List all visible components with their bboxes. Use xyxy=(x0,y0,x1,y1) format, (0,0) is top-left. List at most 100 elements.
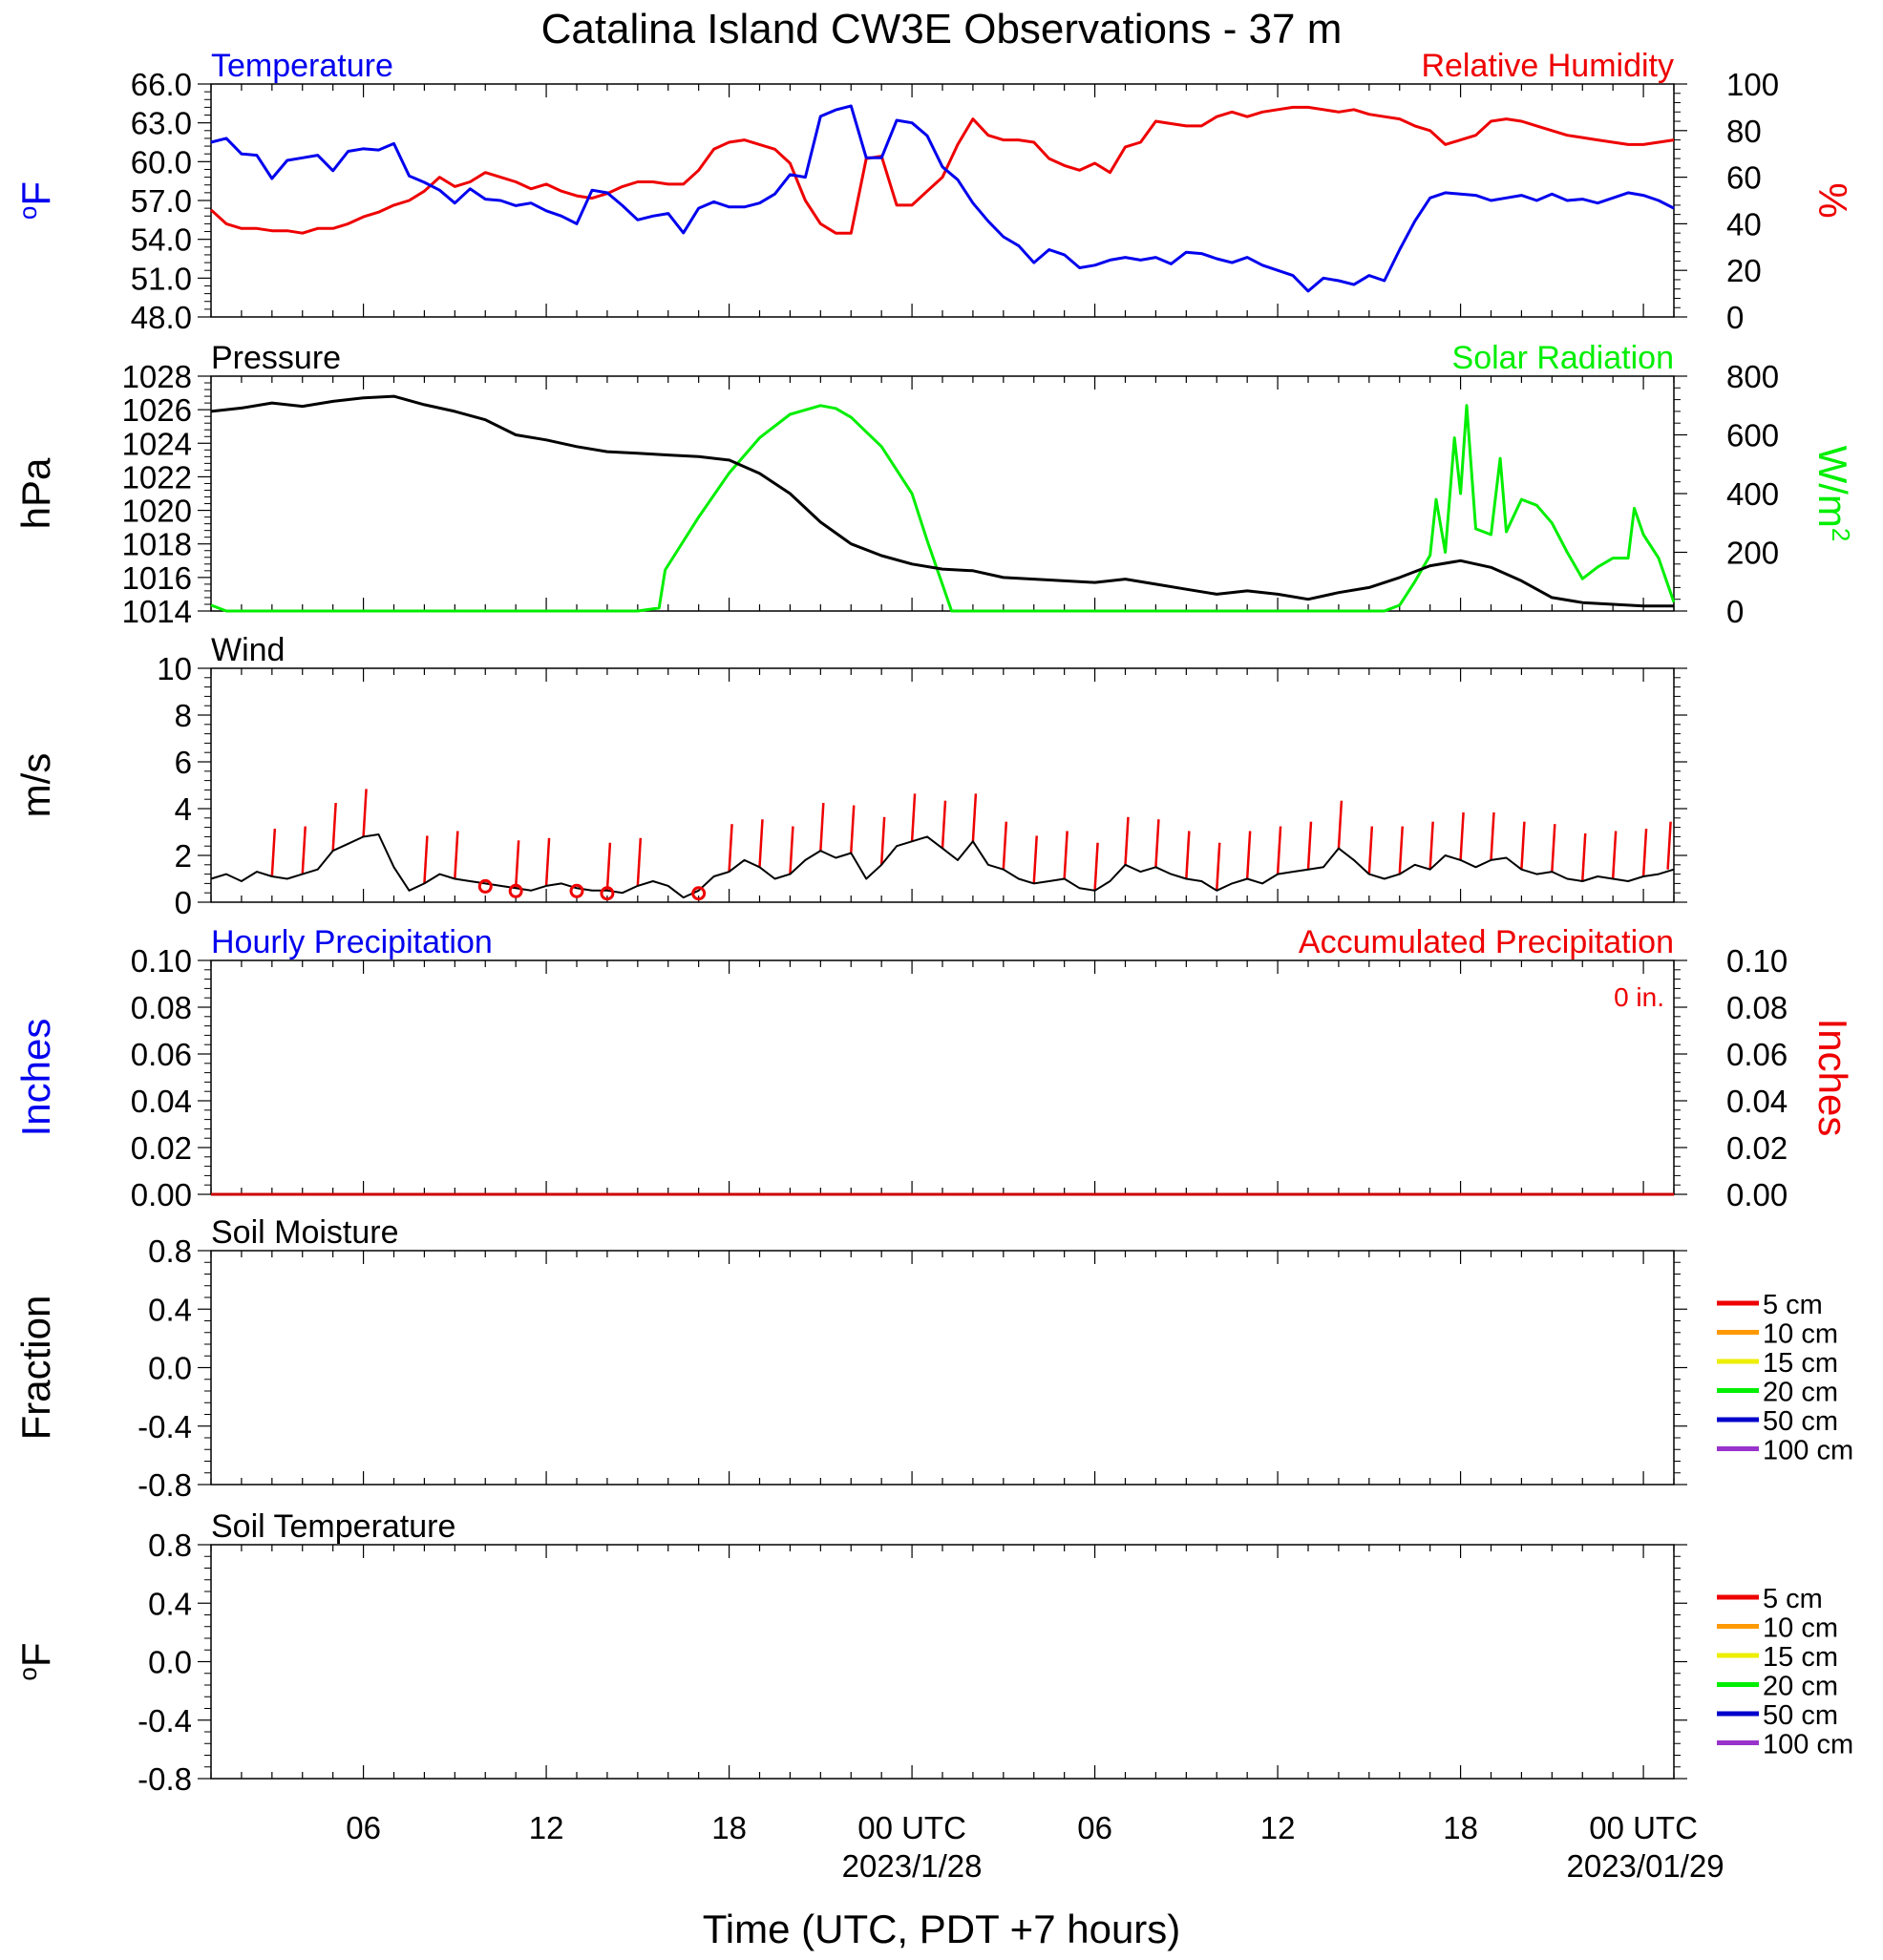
wind-barb xyxy=(1367,826,1374,875)
right-tick-label: 600 xyxy=(1726,418,1779,453)
plot-frame xyxy=(210,1544,1675,1780)
left-tick-label: 66.0 xyxy=(131,67,192,102)
panel-left-title: Pressure xyxy=(211,340,341,376)
wind-barb xyxy=(1063,831,1068,879)
x-date-label: 2023/1/28 xyxy=(842,1848,983,1884)
wind-barb xyxy=(789,826,794,875)
x-tick-label: 18 xyxy=(1443,1810,1478,1845)
left-tick-label: 1024 xyxy=(122,426,192,461)
right-tick-label: 200 xyxy=(1726,536,1779,571)
wind-barb xyxy=(910,793,917,842)
right-axis-label: W/m2 xyxy=(1810,446,1855,542)
right-tick-label: 0 xyxy=(1726,594,1744,629)
x-tick-label: 12 xyxy=(529,1810,564,1845)
panel-temp_rh: 66.0 63.060.0 57.054.051.0 48.0 100 80 60 40 20 0… xyxy=(13,48,1855,335)
label-superscript: o xyxy=(13,1667,42,1680)
right-tick-label: 0.08 xyxy=(1726,990,1788,1025)
wind-barb xyxy=(1154,819,1160,868)
panel-right-title: Solar Radiation xyxy=(1452,340,1674,376)
x-tick-label: 00 UTC xyxy=(1589,1810,1698,1845)
left-tick-label: 4 xyxy=(175,791,192,827)
left-axis-label: Fraction xyxy=(13,1296,58,1441)
solar-radiation-line xyxy=(210,404,1676,613)
chart-title: Catalina Island CW3E Observations - 37 m xyxy=(541,6,1343,53)
calm-wind-marker xyxy=(691,886,707,901)
wind-barb xyxy=(728,824,733,873)
wind-barb xyxy=(1216,842,1221,891)
wind-barb xyxy=(1428,821,1434,870)
label-base: Inches xyxy=(1810,1019,1855,1137)
wind-barb xyxy=(1490,811,1495,860)
left-tick-label: 63.0 xyxy=(131,106,192,141)
wind-barb xyxy=(454,831,459,879)
label-base: W/m xyxy=(1810,446,1855,528)
left-tick-label: 0.8 xyxy=(148,1528,192,1563)
wind-barb xyxy=(1093,842,1099,891)
legend-label: 15 cm xyxy=(1763,1642,1838,1673)
left-tick-label: 1022 xyxy=(122,459,192,495)
label-base: % xyxy=(1810,182,1855,218)
left-tick-label: 54.0 xyxy=(131,222,192,258)
legend-label: 15 cm xyxy=(1763,1348,1838,1379)
panels: 66.063.060.057.054.051.048.0100806040200… xyxy=(13,48,1855,1797)
legend-label: 10 cm xyxy=(1763,1319,1838,1350)
right-tick-label: 80 xyxy=(1726,114,1762,149)
left-tick-label: 57.0 xyxy=(131,183,192,219)
wind-barb xyxy=(1337,800,1343,849)
right-tick-label: 40 xyxy=(1726,206,1762,242)
label-superscript: 2 xyxy=(1827,528,1855,541)
left-tick-label: 0.10 xyxy=(131,943,192,979)
right-tick-label: 0.06 xyxy=(1726,1037,1788,1072)
calm-wind-marker xyxy=(477,878,493,894)
wind-barb xyxy=(1306,821,1313,870)
legend-label: 5 cm xyxy=(1763,1584,1823,1614)
left-tick-label: 10 xyxy=(157,651,192,686)
left-tick-label: 0.04 xyxy=(131,1084,192,1119)
legend-label: 10 cm xyxy=(1763,1613,1838,1644)
left-tick-label: 0.00 xyxy=(131,1177,192,1212)
left-tick-label: -0.8 xyxy=(138,1761,192,1797)
wind-barb xyxy=(301,826,307,875)
wind-barb xyxy=(1459,811,1465,860)
left-tick-label: -0.4 xyxy=(138,1703,192,1739)
left-tick-label: -0.4 xyxy=(138,1409,192,1444)
precip-total-annotation: 0 in. xyxy=(1614,982,1664,1012)
plot-frame xyxy=(210,667,1675,903)
right-tick-label: 0.10 xyxy=(1726,943,1788,979)
panel-left-title: Soil Temperature xyxy=(211,1508,455,1545)
calm-wind-marker xyxy=(508,883,523,898)
wind-barb xyxy=(514,840,520,889)
pressure-line xyxy=(210,394,1674,608)
left-tick-label: 0.4 xyxy=(148,1292,192,1327)
wind-barb xyxy=(1398,826,1404,875)
wind-barb xyxy=(1276,826,1282,875)
left-tick-label: 0.4 xyxy=(148,1586,192,1621)
left-tick-label: 6 xyxy=(175,745,192,780)
calm-wind-marker xyxy=(600,886,615,901)
x-axis-label: Time (UTC, PDT +7 hours) xyxy=(703,1907,1181,1951)
right-tick-label: 0.02 xyxy=(1726,1130,1788,1166)
x-tick-label: 18 xyxy=(711,1810,747,1845)
legend-label: 20 cm xyxy=(1763,1672,1838,1702)
right-tick-label: 100 xyxy=(1726,67,1779,102)
wind-barb xyxy=(1666,821,1672,870)
panel-right-title: Relative Humidity xyxy=(1421,48,1674,84)
right-axis-label: % xyxy=(1810,182,1855,218)
label-base: F xyxy=(13,181,58,206)
x-tick-label: 06 xyxy=(1077,1810,1112,1845)
x-date-label: 2023/01/29 xyxy=(1566,1848,1724,1884)
panel-left-title: Hourly Precipitation xyxy=(211,924,493,960)
left-tick-label: 1018 xyxy=(122,527,192,562)
wind-barb xyxy=(636,837,643,886)
x-tick-label: 12 xyxy=(1260,1810,1296,1845)
right-tick-label: 0 xyxy=(1726,300,1744,335)
right-tick-label: 20 xyxy=(1726,253,1762,288)
right-tick-label: 60 xyxy=(1726,160,1762,196)
wind-barb xyxy=(270,828,277,877)
left-tick-label: 0.02 xyxy=(131,1130,192,1166)
panel-right-title: Accumulated Precipitation xyxy=(1299,924,1674,960)
wind-barb xyxy=(605,842,612,891)
left-tick-label: 0 xyxy=(175,885,192,920)
